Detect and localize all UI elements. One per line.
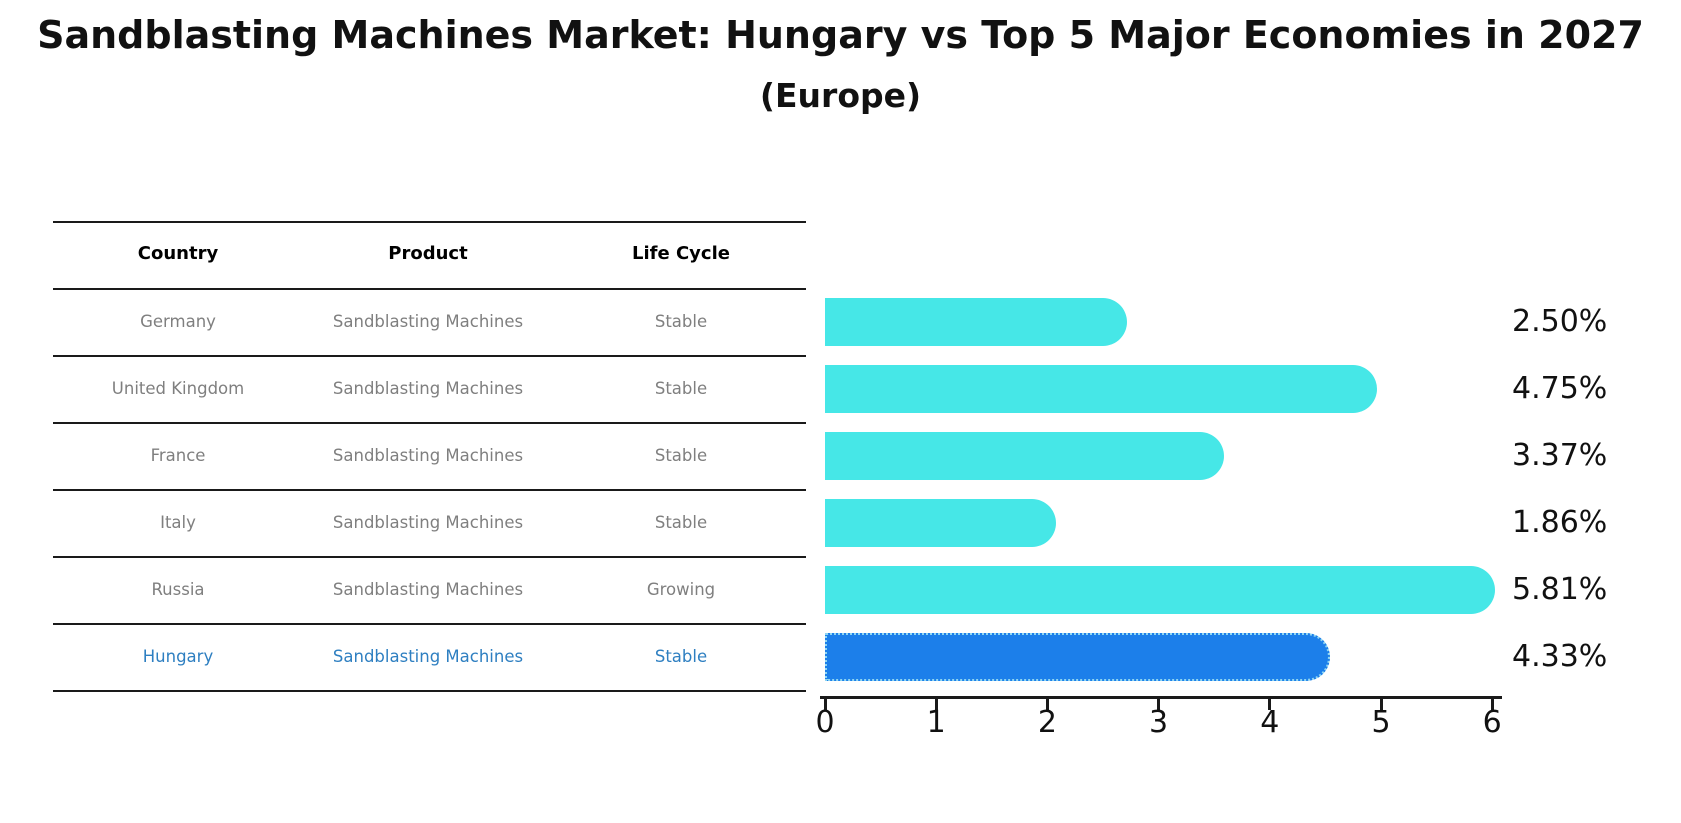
- table-cell-life_cycle-italy: Stable: [654, 512, 708, 532]
- value-label-germany: 2.50%: [1512, 303, 1608, 339]
- bar-italy: [825, 498, 1056, 547]
- bar-hungary: [825, 632, 1331, 681]
- value-label-russia: 5.81%: [1512, 571, 1608, 607]
- table-cell-life_cycle-france: Stable: [654, 445, 708, 465]
- table-cell-country-germany: Germany: [140, 311, 216, 331]
- x-tick: [1157, 696, 1161, 710]
- table-cell-life_cycle-united-kingdom: Stable: [654, 378, 708, 398]
- table-cell-country-united-kingdom: United Kingdom: [111, 378, 245, 398]
- table-rule: [53, 422, 806, 424]
- x-tick: [823, 696, 827, 710]
- table-cell-life_cycle-germany: Stable: [654, 311, 708, 331]
- bar-germany: [825, 297, 1127, 346]
- bar-russia: [825, 565, 1496, 614]
- table-header-country: Country: [137, 243, 219, 264]
- bar-france: [825, 431, 1224, 480]
- chart-title: Sandblasting Machines Market: Hungary vs…: [37, 13, 1644, 57]
- table-cell-life_cycle-hungary: Stable: [654, 646, 708, 666]
- x-tick: [1490, 696, 1494, 710]
- x-tick: [934, 696, 938, 710]
- table-cell-life_cycle-russia: Growing: [646, 579, 716, 599]
- x-axis-line: [820, 696, 1502, 699]
- x-tick: [1045, 696, 1049, 710]
- table-rule: [53, 355, 806, 357]
- table-rule: [53, 623, 806, 625]
- value-label-france: 3.37%: [1512, 437, 1608, 473]
- value-label-hungary: 4.33%: [1512, 638, 1608, 674]
- table-rule: [53, 556, 806, 558]
- table-cell-product-hungary: Sandblasting Machines: [332, 646, 524, 666]
- value-label-united-kingdom: 4.75%: [1512, 370, 1608, 406]
- x-tick: [1379, 696, 1383, 710]
- value-label-italy: 1.86%: [1512, 504, 1608, 540]
- table-cell-product-united-kingdom: Sandblasting Machines: [332, 378, 524, 398]
- table-cell-country-hungary: Hungary: [142, 646, 214, 666]
- x-tick-label: 3: [1149, 705, 1169, 740]
- table-header-life-cycle: Life Cycle: [632, 243, 730, 264]
- x-tick-label: 5: [1371, 705, 1391, 740]
- table-rule: [53, 221, 806, 223]
- table-rule: [53, 489, 806, 491]
- table-cell-product-germany: Sandblasting Machines: [332, 311, 524, 331]
- table-cell-country-russia: Russia: [151, 579, 205, 599]
- table-cell-product-italy: Sandblasting Machines: [332, 512, 524, 532]
- x-tick-label: 4: [1260, 705, 1280, 740]
- table-cell-country-italy: Italy: [160, 512, 196, 532]
- x-tick-label: 6: [1482, 705, 1502, 740]
- table-rule: [53, 288, 806, 290]
- x-tick: [1268, 696, 1272, 710]
- chart-subtitle: (Europe): [759, 76, 922, 115]
- table-cell-country-france: France: [150, 445, 206, 465]
- table-cell-product-france: Sandblasting Machines: [332, 445, 524, 465]
- x-tick-label: 0: [815, 705, 835, 740]
- table-rule: [53, 690, 806, 692]
- x-tick-label: 1: [926, 705, 946, 740]
- x-tick-label: 2: [1037, 705, 1057, 740]
- table-header-product: Product: [388, 243, 468, 264]
- table-cell-product-russia: Sandblasting Machines: [332, 579, 524, 599]
- bar-united-kingdom: [825, 364, 1378, 413]
